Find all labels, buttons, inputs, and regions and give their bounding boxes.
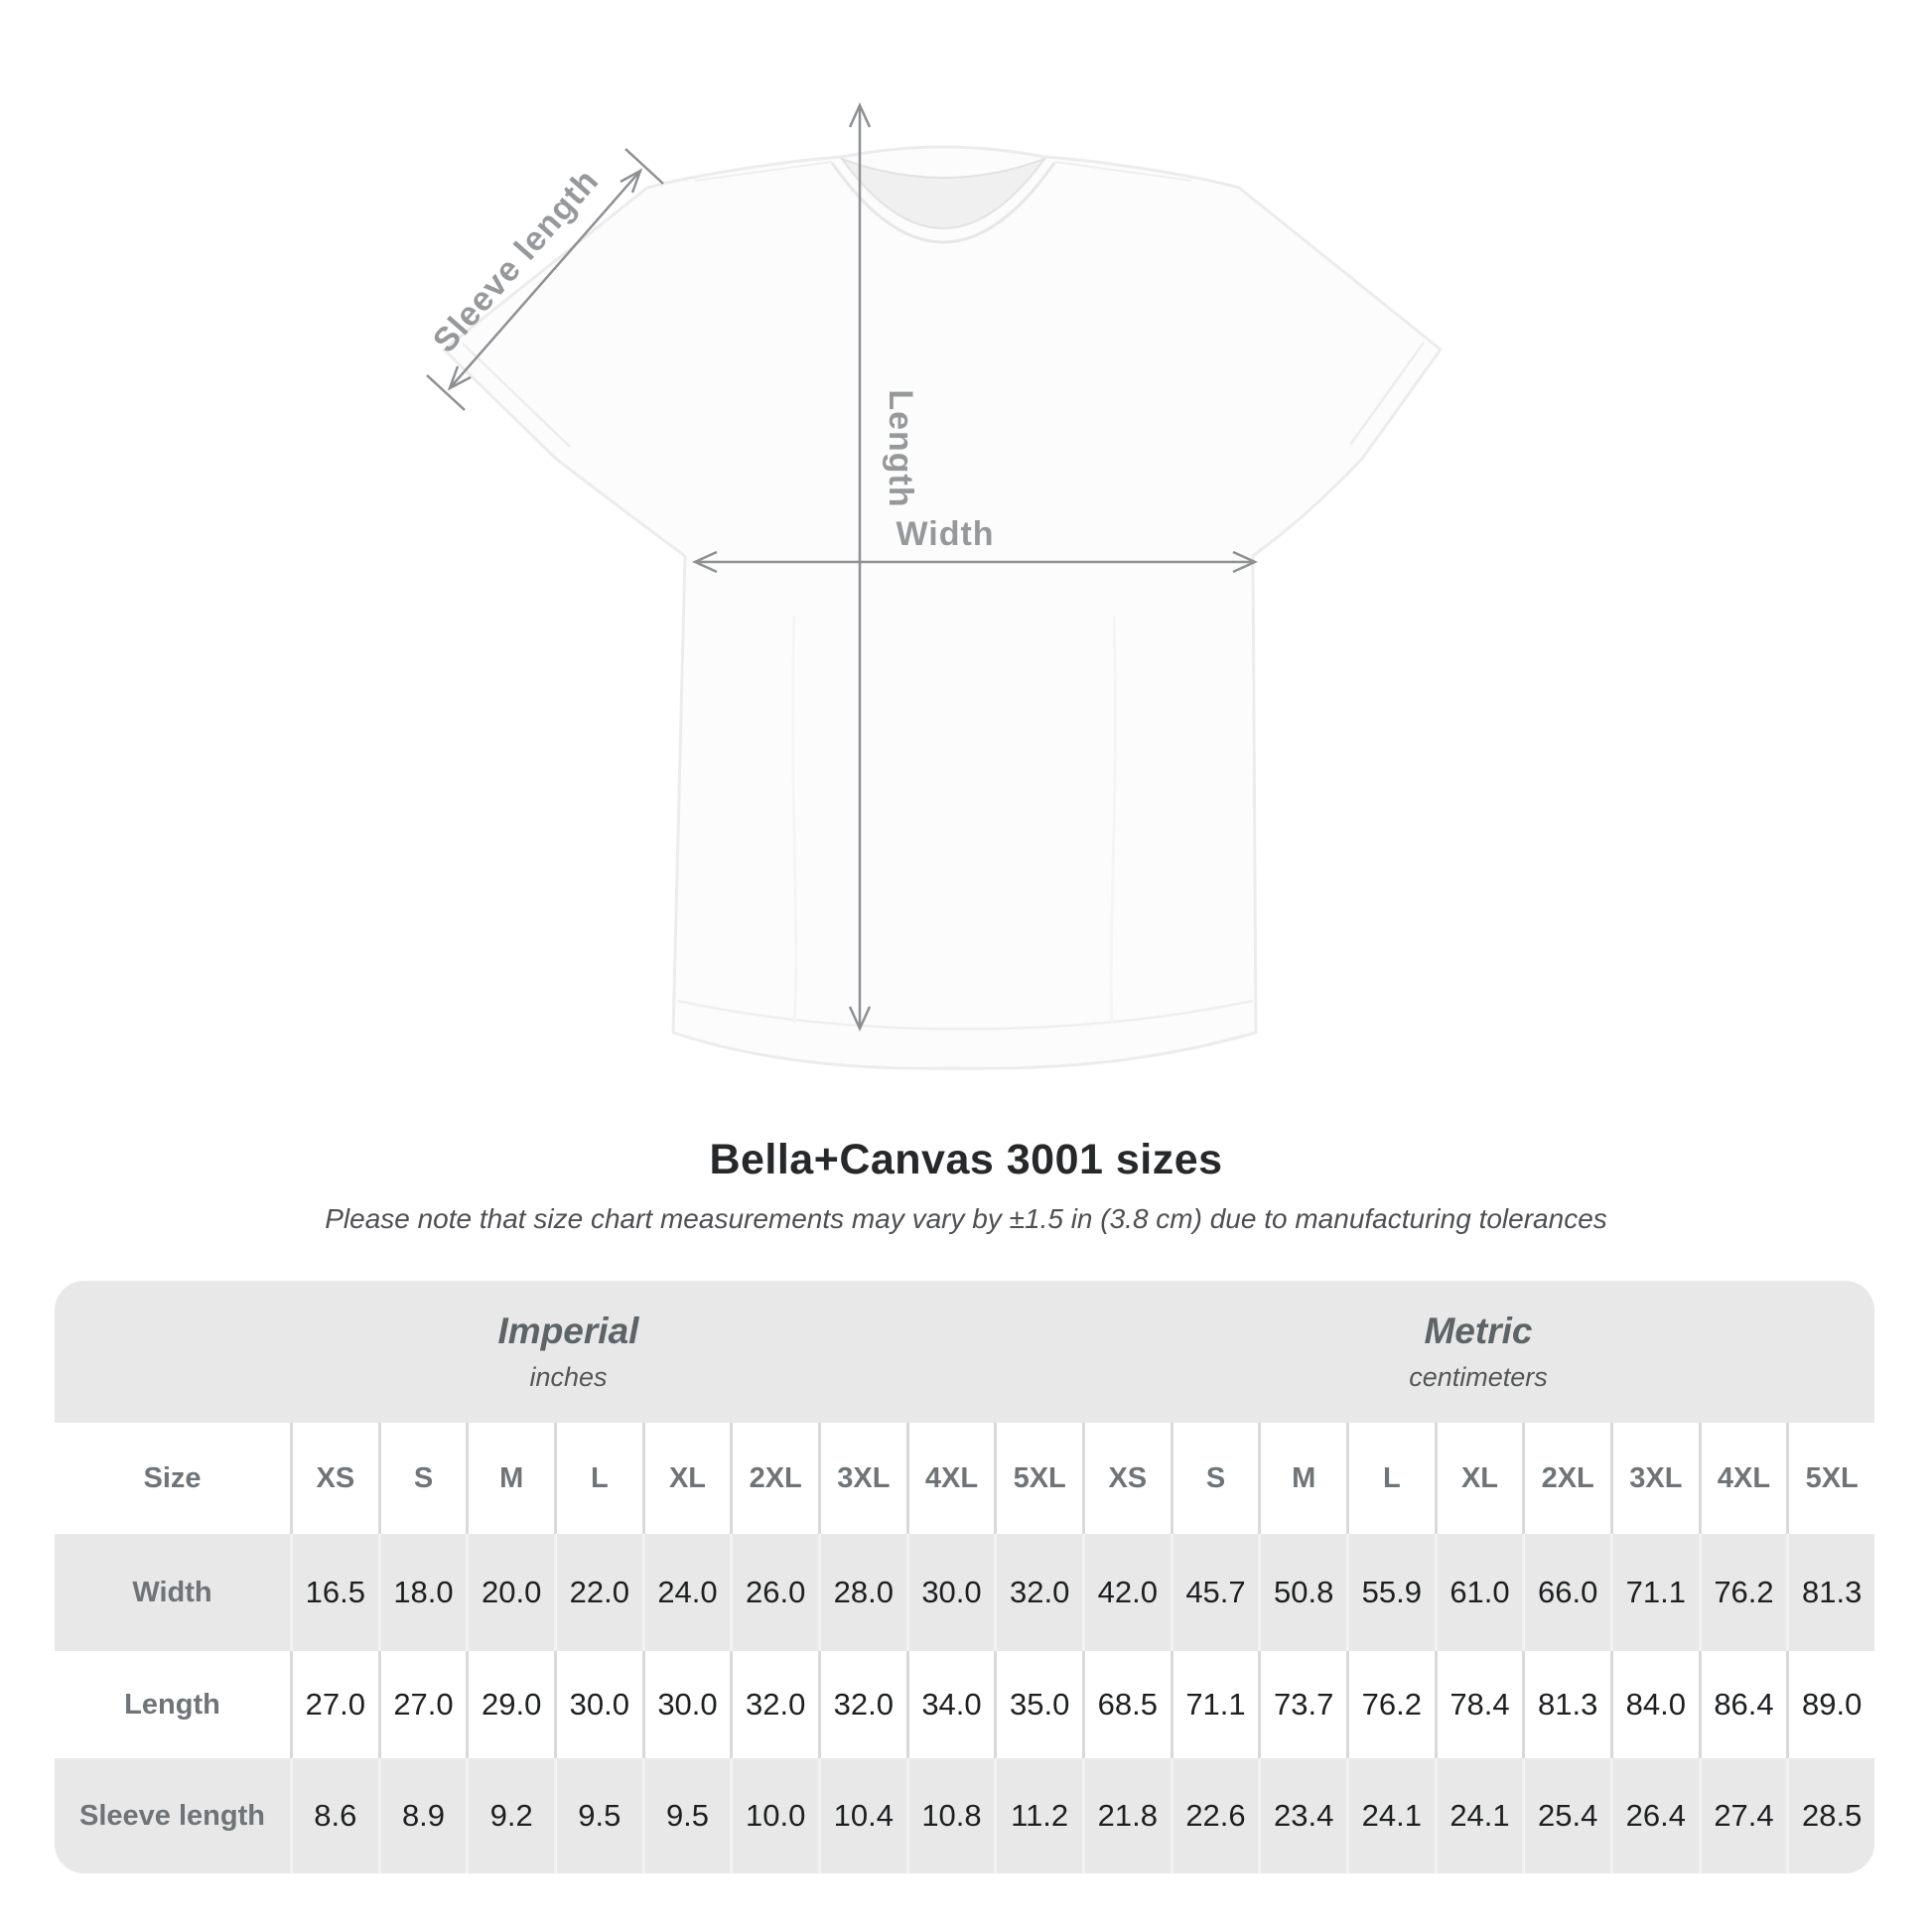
width-annotation	[691, 550, 1259, 574]
size-col-header: 2XL	[730, 1423, 818, 1534]
value-cell: 23.4	[1258, 1758, 1346, 1873]
value-cell: 71.1	[1170, 1651, 1259, 1758]
value-cell: 11.2	[994, 1758, 1082, 1873]
value-cell: 32.0	[817, 1651, 906, 1758]
page-subtitle: Please note that size chart measurements…	[325, 1203, 1607, 1234]
row-label: Length	[55, 1651, 290, 1758]
size-col-header: 3XL	[1609, 1423, 1699, 1534]
value-cell: 81.3	[1786, 1534, 1874, 1651]
value-cell: 9.2	[466, 1758, 554, 1873]
value-cell: 32.0	[730, 1651, 818, 1758]
size-col-header: 4XL	[1698, 1423, 1787, 1534]
value-cell: 45.7	[1170, 1534, 1259, 1651]
value-cell: 21.8	[1081, 1758, 1171, 1873]
value-cell: 16.5	[290, 1534, 378, 1651]
row-label: Width	[55, 1534, 290, 1651]
value-cell: 28.5	[1786, 1758, 1874, 1873]
size-col-header: M	[466, 1423, 554, 1534]
value-cell: 30.0	[553, 1651, 642, 1758]
size-col-header: S	[1170, 1423, 1259, 1534]
value-cell: 27.0	[377, 1651, 467, 1758]
value-cell: 76.2	[1698, 1534, 1787, 1651]
value-cell: 86.4	[1698, 1651, 1787, 1758]
size-diagram: Sleeve length Length Width	[426, 101, 1443, 1070]
value-cell: 8.9	[377, 1758, 467, 1873]
value-cell: 84.0	[1609, 1651, 1699, 1758]
value-cell: 27.4	[1698, 1758, 1787, 1873]
size-col-header: L	[553, 1423, 642, 1534]
value-cell: 9.5	[553, 1758, 642, 1873]
sleeve-length-annotation	[426, 148, 664, 411]
width-label: Width	[896, 515, 994, 553]
collar	[839, 156, 1047, 229]
value-cell: 27.0	[290, 1651, 378, 1758]
size-col-header: 5XL	[994, 1423, 1082, 1534]
size-col-header: S	[377, 1423, 467, 1534]
size-col-header: 5XL	[1786, 1423, 1874, 1534]
value-cell: 9.5	[641, 1758, 731, 1873]
value-cell: 10.0	[730, 1758, 818, 1873]
value-cell: 50.8	[1258, 1534, 1346, 1651]
page-title: Bella+Canvas 3001 sizes	[709, 1136, 1223, 1183]
value-cell: 24.1	[1434, 1758, 1523, 1873]
dimension-tick	[624, 148, 664, 185]
size-col-header: 2XL	[1522, 1423, 1610, 1534]
value-cell: 34.0	[905, 1651, 995, 1758]
value-cell: 76.2	[1345, 1651, 1435, 1758]
value-cell: 42.0	[1081, 1534, 1171, 1651]
value-cell: 68.5	[1081, 1651, 1171, 1758]
value-cell: 30.0	[641, 1651, 731, 1758]
value-cell: 66.0	[1522, 1534, 1610, 1651]
size-table: Imperial inches Metric centimeters Size XS S M L…	[55, 1281, 1874, 1873]
value-cell: 81.3	[1522, 1651, 1610, 1758]
value-cell: 35.0	[994, 1651, 1082, 1758]
tshirt-illustration: Sleeve length Length Width	[426, 101, 1443, 1070]
value-cell: 25.4	[1522, 1758, 1610, 1873]
value-cell: 18.0	[377, 1534, 467, 1651]
value-cell: 61.0	[1434, 1534, 1523, 1651]
unit-group-header: Imperial inches	[55, 1281, 1082, 1423]
size-col-header: L	[1345, 1423, 1435, 1534]
unit-group-unit: centimeters	[1409, 1362, 1548, 1392]
value-cell: 10.4	[817, 1758, 906, 1873]
unit-group-label: Imperial	[497, 1311, 639, 1351]
dimension-tick	[426, 374, 466, 411]
tshirt-shape	[442, 145, 1443, 1070]
size-col-header: M	[1258, 1423, 1346, 1534]
size-col-header: XL	[641, 1423, 731, 1534]
value-cell: 28.0	[817, 1534, 906, 1651]
value-cell: 24.1	[1345, 1758, 1435, 1873]
value-cell: 22.6	[1170, 1758, 1259, 1873]
value-cell: 24.0	[641, 1534, 731, 1651]
unit-group-label: Metric	[1424, 1311, 1533, 1351]
length-label: Length	[882, 389, 919, 507]
value-cell: 20.0	[466, 1534, 554, 1651]
size-header-label: Size	[55, 1423, 290, 1534]
length-annotation	[848, 101, 872, 1033]
row-label: Sleeve length	[55, 1758, 290, 1873]
value-cell: 73.7	[1258, 1651, 1346, 1758]
value-cell: 89.0	[1786, 1651, 1874, 1758]
value-cell: 32.0	[994, 1534, 1082, 1651]
value-cell: 26.0	[730, 1534, 818, 1651]
value-cell: 30.0	[905, 1534, 995, 1651]
size-col-header: XS	[1081, 1423, 1171, 1534]
value-cell: 8.6	[290, 1758, 378, 1873]
value-cell: 55.9	[1345, 1534, 1435, 1651]
unit-group-unit: inches	[529, 1362, 608, 1392]
size-col-header: 3XL	[817, 1423, 906, 1534]
value-cell: 22.0	[553, 1534, 642, 1651]
unit-group-header: Metric centimeters	[1082, 1281, 1874, 1423]
value-cell: 29.0	[466, 1651, 554, 1758]
value-cell: 10.8	[905, 1758, 995, 1873]
size-col-header: 4XL	[905, 1423, 995, 1534]
value-cell: 78.4	[1434, 1651, 1523, 1758]
size-col-header: XL	[1434, 1423, 1523, 1534]
size-col-header: XS	[290, 1423, 378, 1534]
value-cell: 71.1	[1609, 1534, 1699, 1651]
value-cell: 26.4	[1609, 1758, 1699, 1873]
